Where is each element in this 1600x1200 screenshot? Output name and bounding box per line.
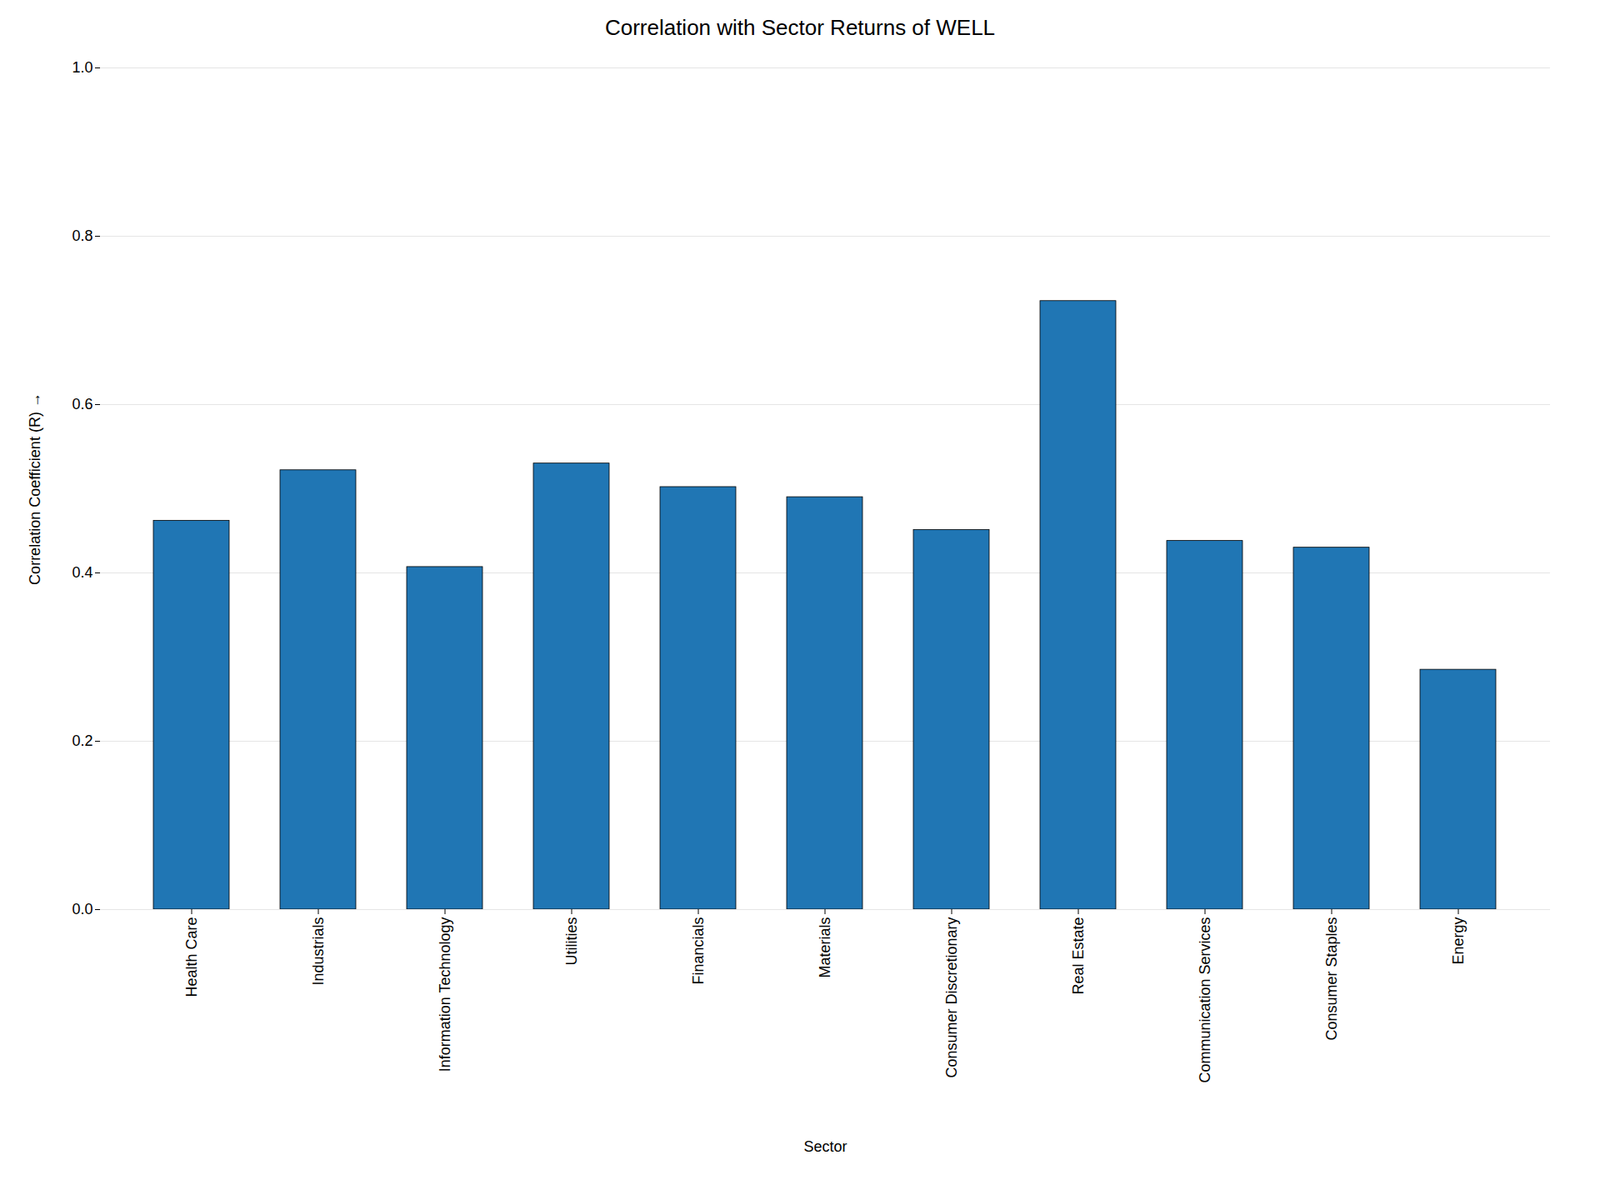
svg-text:Health Care: Health Care: [183, 917, 200, 998]
svg-text:Consumer Staples: Consumer Staples: [1323, 917, 1340, 1041]
svg-text:Communication Services: Communication Services: [1196, 917, 1214, 1084]
svg-text:0.6: 0.6: [71, 395, 93, 413]
svg-text:Financials: Financials: [690, 917, 707, 985]
svg-text:Industrials: Industrials: [310, 917, 327, 986]
svg-text:1.0: 1.0: [71, 59, 93, 76]
svg-text:Correlation Coefficient (R) →: Correlation Coefficient (R) →: [26, 392, 44, 585]
svg-text:Real Estate: Real Estate: [1070, 917, 1087, 995]
svg-text:0.4: 0.4: [71, 564, 93, 581]
svg-text:Information Technology: Information Technology: [436, 917, 454, 1073]
svg-text:0.2: 0.2: [71, 732, 93, 750]
html-text:Correlation with Sector Return: Correlation with Sector Returns of WELL: [604, 15, 996, 40]
svg-text:Consumer Discretionary: Consumer Discretionary: [943, 917, 960, 1079]
svg-text:Utilities: Utilities: [563, 917, 580, 966]
svg-text:Materials: Materials: [816, 917, 834, 979]
svg-text:0.0: 0.0: [71, 900, 93, 918]
svg-text:Sector: Sector: [803, 1138, 847, 1155]
svg-text:Energy: Energy: [1450, 917, 1467, 965]
svg-text:0.8: 0.8: [71, 227, 93, 245]
